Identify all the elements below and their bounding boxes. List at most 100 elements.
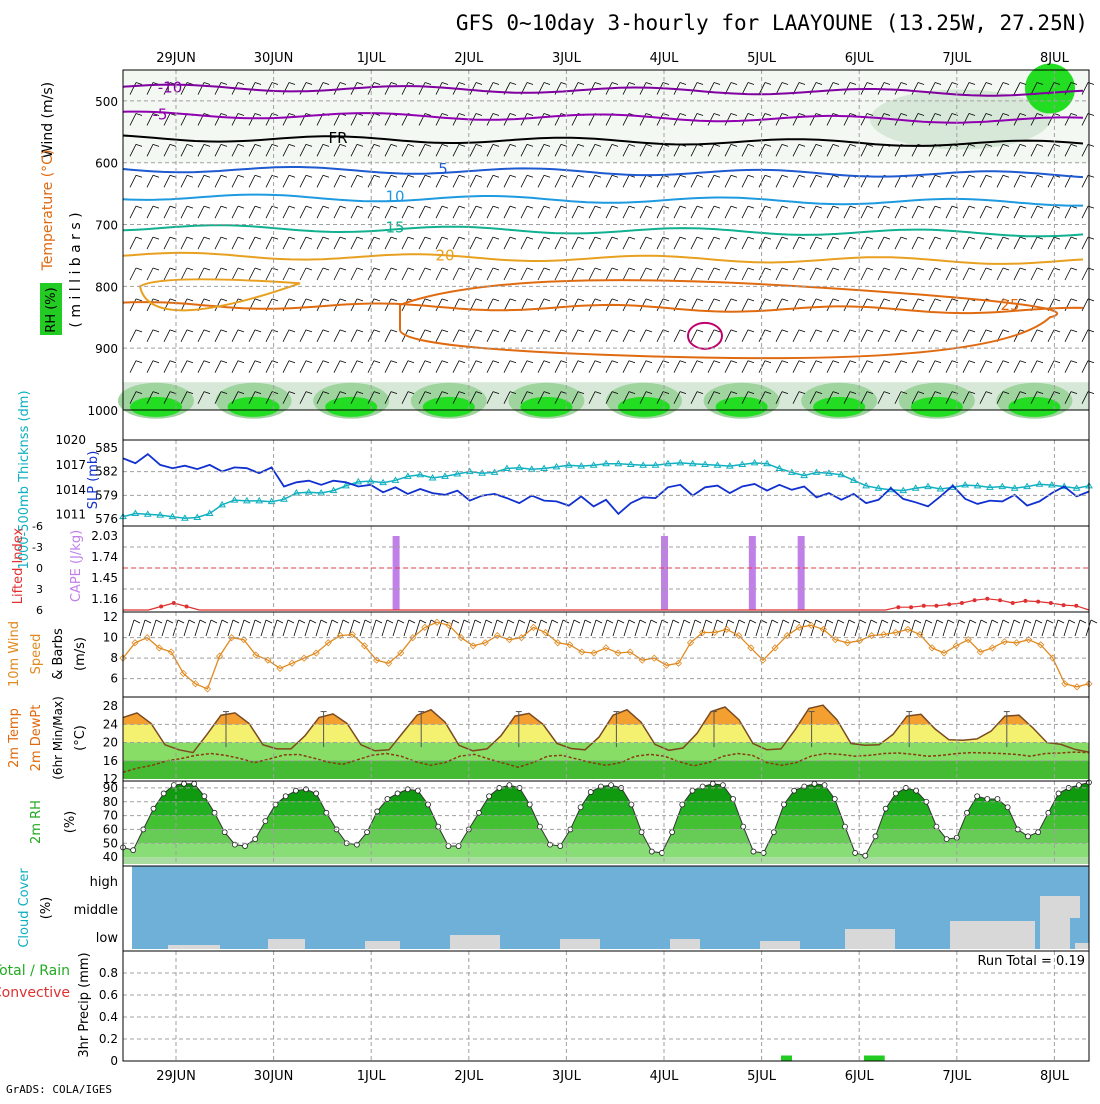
cloud-low-block	[168, 945, 220, 949]
wind-barb	[214, 206, 222, 219]
wind-barb	[333, 144, 341, 157]
wind-barb-10m	[150, 619, 157, 637]
thickness-marker	[664, 459, 672, 467]
wind-barb	[197, 236, 205, 250]
wind-barb-flag	[832, 267, 840, 271]
wind-speed-marker	[457, 634, 465, 642]
wind-barb	[605, 329, 613, 342]
rh-point	[984, 796, 991, 802]
wind-barb-flag	[866, 143, 874, 147]
wind-barb	[707, 391, 715, 404]
wind-barb-10m-flag	[936, 619, 944, 624]
wind-barb	[520, 175, 528, 188]
wind-barb-flag	[220, 329, 228, 333]
wind-barb	[724, 298, 732, 312]
date-label-bottom: 4JUL	[650, 1069, 680, 1084]
temp-contour-label: 5	[438, 160, 448, 178]
wind-speed-marker	[723, 625, 731, 633]
wind-barb	[741, 82, 749, 95]
wind-barb-10m-flag	[397, 619, 405, 624]
wind-barb	[877, 113, 885, 126]
wind-barb-flag	[441, 113, 449, 116]
wind-barb	[265, 236, 273, 250]
wind-barb	[707, 298, 715, 312]
wind-barb-10m-flag	[617, 619, 625, 624]
wind-barb	[384, 391, 392, 404]
wind-barb	[809, 236, 817, 250]
wind-barb	[231, 298, 239, 312]
wind-barb	[1013, 236, 1021, 250]
wind-barb	[214, 391, 222, 404]
wind-barb	[180, 113, 188, 126]
wind-barb	[911, 360, 919, 373]
wind-speed-marker	[505, 636, 513, 644]
wind-barb-flag	[458, 174, 466, 178]
wind-barb-10m-flag	[683, 619, 691, 624]
rh-point	[679, 801, 686, 808]
wind-barb-flag	[577, 267, 585, 271]
wind-barb	[707, 113, 715, 126]
wind-barb-flag	[747, 298, 755, 302]
wind-barb-flag	[832, 298, 840, 302]
wind-barb	[401, 360, 409, 373]
wind-barb-flag	[271, 391, 279, 395]
lifted-index-point	[998, 598, 1003, 603]
thickness-marker	[552, 462, 561, 470]
wind-barb	[282, 360, 290, 373]
wind-speed-marker	[348, 630, 356, 639]
wind-barb	[248, 144, 256, 157]
temp-contour	[122, 166, 1084, 179]
wind-barb-flag	[849, 205, 857, 209]
wind-barb-flag	[339, 205, 347, 209]
wind-barb-10m-flag	[364, 619, 372, 624]
wind-barb	[265, 82, 273, 95]
wind-barb	[129, 236, 137, 250]
wind-barb	[775, 113, 783, 126]
wind-speed-marker	[868, 632, 876, 640]
thickness-marker	[242, 496, 251, 504]
wind-barb-flag	[543, 143, 551, 147]
wind-barb-flag	[475, 360, 483, 364]
wind-barb-flag	[152, 236, 160, 240]
wind-barb	[418, 82, 426, 95]
wind-barb	[435, 206, 443, 219]
wind-barb-flag	[645, 329, 653, 333]
wind-barb	[1081, 360, 1089, 373]
wind-barb	[877, 360, 885, 373]
wind-barb	[792, 360, 800, 373]
wind-barb-flag	[628, 360, 636, 364]
rh-point	[537, 823, 543, 830]
wind-speed-marker	[1000, 638, 1009, 646]
wind-barb-10m	[403, 619, 410, 637]
wind-barb	[945, 82, 953, 95]
wind-barb-flag	[1053, 298, 1061, 302]
wind-barb-flag	[220, 267, 228, 271]
wind-barb	[282, 236, 290, 250]
wind-barb	[1081, 329, 1089, 342]
wind-barb	[860, 206, 868, 219]
wind-speed-marker	[626, 648, 634, 656]
wind-barb-flag	[730, 174, 738, 178]
wind-barb-flag	[713, 391, 721, 395]
wind-barb	[1030, 329, 1038, 342]
wind-barb-flag	[1036, 360, 1044, 364]
wind-barb	[826, 236, 834, 250]
wind-barb	[860, 329, 868, 342]
wind-barb-flag	[322, 205, 330, 209]
wind-barb-flag	[220, 174, 228, 178]
wind-barb	[622, 391, 630, 404]
wind-barb	[690, 206, 698, 219]
wind-barb-flag	[917, 298, 925, 302]
wind-barb-flag	[475, 298, 483, 302]
wind-barb	[520, 267, 528, 281]
wind-barb-flag	[594, 298, 602, 302]
wind-barb	[282, 267, 290, 281]
wind-barb	[996, 113, 1004, 126]
wind-barb	[146, 113, 154, 126]
wind-barb-10m-flag	[155, 619, 163, 624]
wind-barb-flag	[1019, 391, 1027, 395]
wind-speed-marker	[819, 625, 827, 633]
wind-barb-flag	[679, 82, 687, 85]
wind-barb-flag	[764, 329, 772, 333]
wind-barb	[231, 113, 239, 126]
